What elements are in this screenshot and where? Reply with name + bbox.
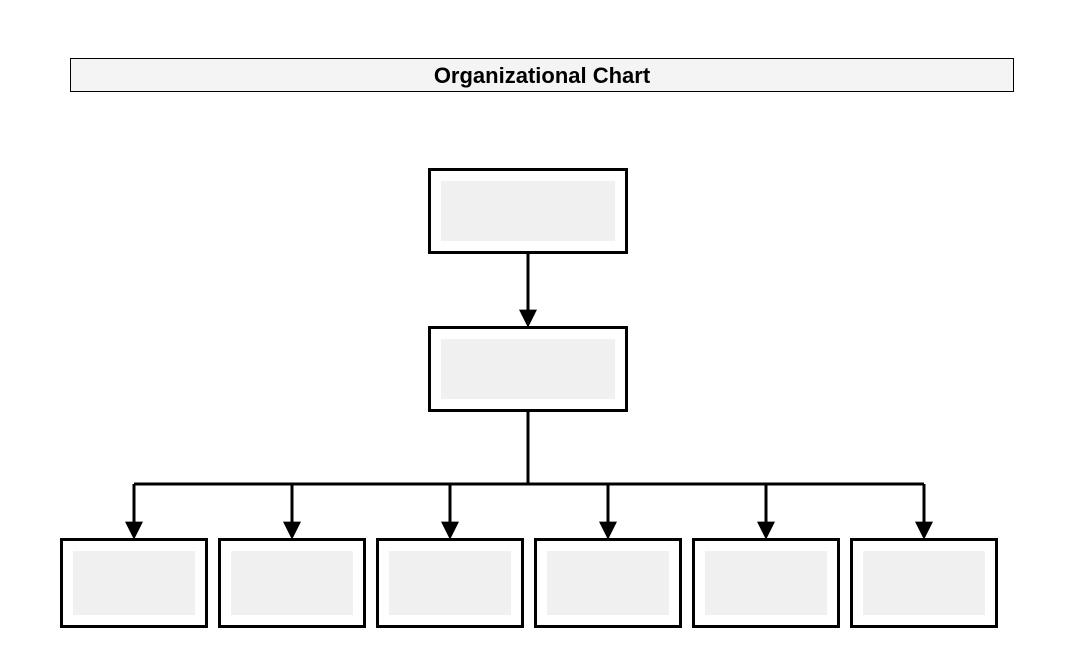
- org-node-leaf6: [850, 538, 998, 628]
- org-node-leaf4: [534, 538, 682, 628]
- org-node-leaf2: [218, 538, 366, 628]
- org-node-leaf3: [376, 538, 524, 628]
- org-node-label: [389, 551, 511, 615]
- org-node-label: [547, 551, 669, 615]
- org-node-label: [231, 551, 353, 615]
- org-node-label: [73, 551, 195, 615]
- org-node-label: [863, 551, 985, 615]
- org-node-label: [705, 551, 827, 615]
- org-node-leaf1: [60, 538, 208, 628]
- org-node-mid: [428, 326, 628, 412]
- page-title: Organizational Chart: [70, 58, 1014, 92]
- org-node-label: [441, 339, 615, 399]
- org-node-leaf5: [692, 538, 840, 628]
- org-node-label: [441, 181, 615, 241]
- org-node-root: [428, 168, 628, 254]
